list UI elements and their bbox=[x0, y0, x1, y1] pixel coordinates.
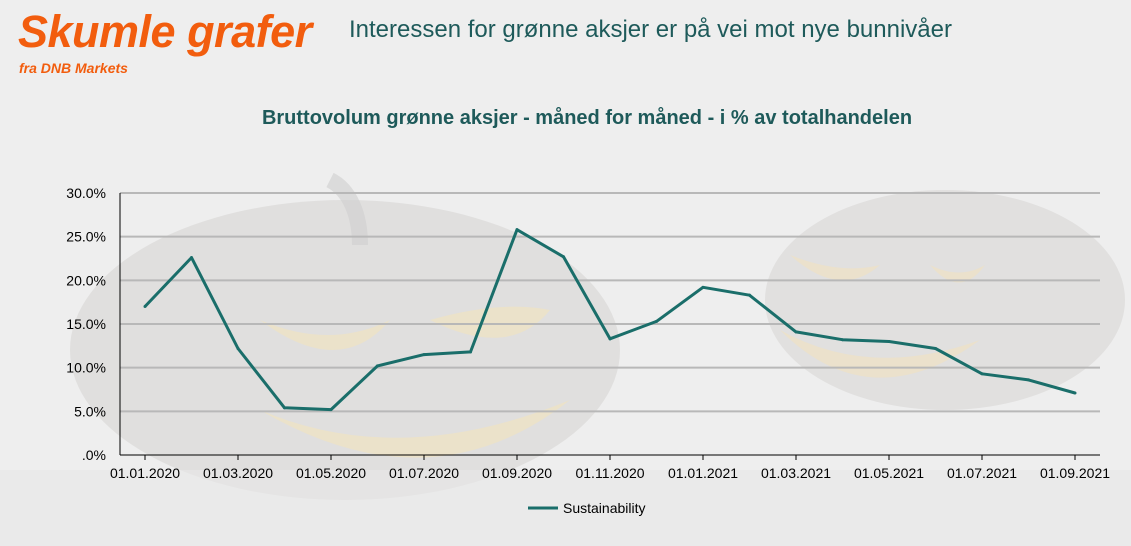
data-point bbox=[422, 353, 426, 357]
data-point bbox=[934, 346, 937, 350]
y-tick-label: 25.0% bbox=[66, 229, 106, 245]
y-tick-label: 10.0% bbox=[66, 360, 106, 376]
headline: Interessen for grønne aksjer er på vei m… bbox=[349, 16, 952, 43]
data-point bbox=[143, 305, 147, 309]
x-tick-label: 01.05.2021 bbox=[854, 465, 924, 481]
x-tick-label: 01.01.2021 bbox=[668, 465, 738, 481]
data-point bbox=[562, 255, 565, 259]
brand-subtitle: fra DNB Markets bbox=[19, 60, 128, 76]
pumpkin-right-shape bbox=[765, 190, 1125, 410]
y-tick-label: .0% bbox=[82, 447, 106, 463]
data-point bbox=[1073, 391, 1077, 395]
x-tick-label: 01.03.2021 bbox=[761, 465, 831, 481]
data-point bbox=[329, 408, 333, 412]
data-point bbox=[748, 293, 751, 297]
pumpkin-left-shape bbox=[70, 200, 620, 500]
y-tick-label: 5.0% bbox=[74, 403, 106, 419]
x-tick-label: 01.07.2020 bbox=[389, 465, 459, 481]
x-tick-label: 01.11.2020 bbox=[575, 465, 644, 481]
y-tick-label: 20.0% bbox=[66, 272, 106, 288]
data-point bbox=[887, 339, 891, 343]
data-point bbox=[376, 364, 379, 368]
data-point bbox=[1027, 378, 1030, 382]
series-line-sustainability bbox=[143, 228, 1076, 412]
brand-title: Skumle grafer bbox=[18, 6, 312, 57]
x-tick-label: 01.09.2021 bbox=[1040, 465, 1110, 481]
x-tick-label: 01.05.2020 bbox=[296, 465, 366, 481]
data-point bbox=[190, 256, 193, 260]
data-point bbox=[236, 346, 240, 350]
chart-title: Bruttovolum grønne aksjer - måned for må… bbox=[261, 107, 913, 129]
x-tick-label: 01.09.2020 bbox=[482, 465, 552, 481]
x-tick-label: 01.07.2021 bbox=[947, 465, 1017, 481]
legend-label: Sustainability bbox=[563, 500, 646, 516]
y-tick-label: 30.0% bbox=[66, 185, 106, 201]
data-point bbox=[655, 319, 658, 323]
data-point bbox=[841, 338, 844, 342]
data-point bbox=[283, 406, 286, 410]
data-point bbox=[794, 330, 798, 334]
x-tick-label: 01.03.2020 bbox=[203, 465, 273, 481]
x-tick-label: 01.01.2020 bbox=[110, 465, 180, 481]
data-point bbox=[469, 350, 472, 354]
data-point bbox=[515, 228, 519, 232]
y-tick-label: 15.0% bbox=[66, 316, 106, 332]
data-point bbox=[980, 372, 984, 376]
data-point bbox=[608, 337, 612, 341]
data-point bbox=[701, 285, 705, 289]
